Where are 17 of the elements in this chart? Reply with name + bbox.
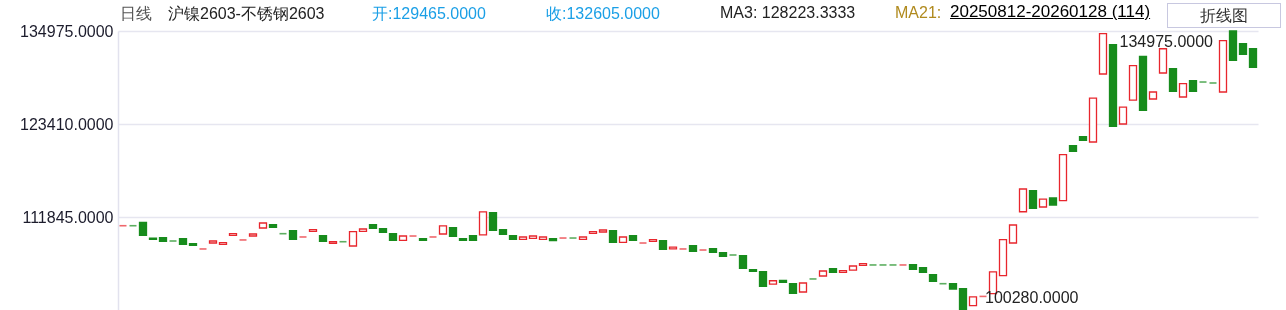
text: 20250812-20260128 (114)	[950, 2, 1151, 22]
y-tick-label: 134975.0000	[20, 22, 114, 40]
text: 收:132605.0000	[546, 4, 660, 24]
candlestick	[939, 282, 947, 285]
candlestick	[119, 224, 127, 227]
text: MA21:	[895, 4, 942, 22]
text: 开:129465.0000	[372, 4, 486, 24]
y-tick-label: 111845.0000	[22, 208, 114, 226]
y-tick-label: 123410.0000	[20, 115, 114, 133]
annotation: 100280.0000	[985, 289, 1079, 306]
candlestick	[129, 224, 137, 227]
annotation: 134975.0000	[1119, 33, 1214, 50]
text: MA3: 128223.3333	[720, 4, 856, 22]
line-view-button[interactable]: 折线图	[1167, 3, 1281, 28]
chart-title: 日线	[120, 4, 152, 24]
candlestick	[339, 240, 347, 243]
chart-subtitle: 沪镍2603-不锈钢2603	[168, 4, 325, 24]
